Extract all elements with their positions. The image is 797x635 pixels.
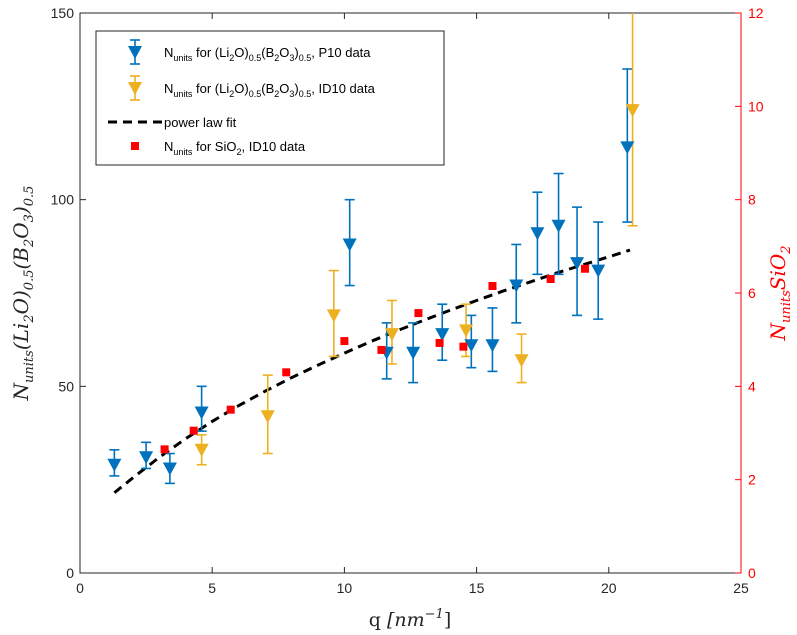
y-left-tick-label: 0 [66, 565, 74, 581]
data-point-triangle [464, 339, 479, 353]
data-point-triangle [107, 458, 122, 472]
data-point-triangle [139, 451, 154, 465]
legend-fit-label: power law fit [164, 115, 237, 130]
y-right-tick-label: 10 [748, 98, 764, 114]
data-point-triangle [514, 354, 529, 368]
legend-box [95, 30, 445, 166]
right-y-axis-title: NunitsSiO2 [766, 245, 794, 341]
data-point-triangle [620, 141, 635, 155]
left-y-axis-title: Nunits(Li2O)0.5(B2O3)0.5 [9, 186, 37, 402]
data-point-triangle [342, 238, 357, 252]
data-point-triangle [625, 104, 640, 118]
y-left-tick-label: 100 [51, 192, 75, 208]
x-axis-title-unit: [nm [387, 609, 425, 631]
x-tick-label: 10 [337, 580, 353, 596]
data-point-square [282, 368, 291, 377]
y-right-tick-label: 12 [748, 5, 764, 21]
data-point-triangle [384, 328, 399, 342]
svg-text:NunitsSiO2: NunitsSiO2 [766, 245, 794, 341]
x-axis-title: q [nm−1] [369, 607, 451, 631]
data-point-triangle [485, 339, 500, 353]
data-point-triangle [551, 219, 566, 233]
data-point-square [459, 342, 468, 351]
legend-entry-p10: Nunits for (Li2O)0.5(B2O3)0.5, P10 data [128, 39, 371, 65]
data-point-triangle [530, 227, 545, 241]
x-tick-label: 20 [601, 580, 617, 596]
legend-id10-marker [128, 82, 142, 95]
data-point-triangle [509, 279, 524, 293]
y-right-tick-label: 4 [748, 378, 756, 394]
legend-entry-sio2: Nunits for SiO2, ID10 data [131, 139, 306, 157]
data-point-triangle [326, 309, 341, 323]
data-point-square [340, 337, 349, 346]
y-left-tick-label: 50 [58, 378, 74, 394]
data-point-triangle [162, 462, 177, 476]
x-axis-title-main: q [369, 609, 387, 631]
data-point-triangle [194, 443, 209, 457]
y-left-tick-label: 150 [51, 5, 75, 21]
x-tick-label: 5 [208, 580, 216, 596]
errorbar-layer [109, 13, 638, 485]
y-right-tick-label: 2 [748, 472, 756, 488]
legend-sio2-marker [131, 142, 139, 150]
y-right-tick-label: 6 [748, 285, 756, 301]
data-point-square [435, 338, 444, 347]
x-axis-title-close: ] [444, 609, 451, 631]
data-point-square [546, 275, 555, 283]
y-right-tick-label: 8 [748, 192, 756, 208]
data-point-square [414, 309, 423, 318]
data-point-square [226, 405, 235, 414]
y-right-tick-label: 0 [748, 565, 756, 581]
data-point-square [189, 426, 198, 435]
data-point-triangle [260, 410, 275, 424]
legend-entry-fit: power law fit [108, 115, 237, 130]
legend: Nunits for (Li2O)0.5(B2O3)0.5, P10 data … [95, 30, 445, 166]
legend-p10-marker [128, 46, 142, 59]
svg-text:Nunits(Li2O)0.5(B2O3)0.5: Nunits(Li2O)0.5(B2O3)0.5 [9, 186, 37, 402]
data-point-triangle [591, 264, 606, 278]
legend-p10-label: Nunits for (Li2O)0.5(B2O3)0.5, P10 data [164, 45, 371, 63]
data-point-triangle [435, 328, 450, 342]
x-tick-label: 25 [733, 580, 749, 596]
legend-id10-label: Nunits for (Li2O)0.5(B2O3)0.5, ID10 data [164, 81, 376, 99]
data-point-square [488, 282, 497, 290]
x-tick-label: 15 [469, 580, 485, 596]
data-point-square [377, 345, 386, 354]
marker-layer [107, 104, 640, 476]
data-point-triangle [406, 346, 421, 360]
legend-entry-id10: Nunits for (Li2O)0.5(B2O3)0.5, ID10 data [128, 75, 376, 101]
legend-sio2-label: Nunits for SiO2, ID10 data [164, 139, 306, 157]
data-point-triangle [570, 257, 585, 271]
data-point-square [581, 264, 590, 273]
x-axis-title-exp: −1 [425, 607, 444, 622]
data-point-triangle [194, 406, 209, 420]
data-point-triangle [459, 324, 474, 338]
x-tick-label: 0 [76, 580, 84, 596]
data-point-square [160, 445, 169, 454]
